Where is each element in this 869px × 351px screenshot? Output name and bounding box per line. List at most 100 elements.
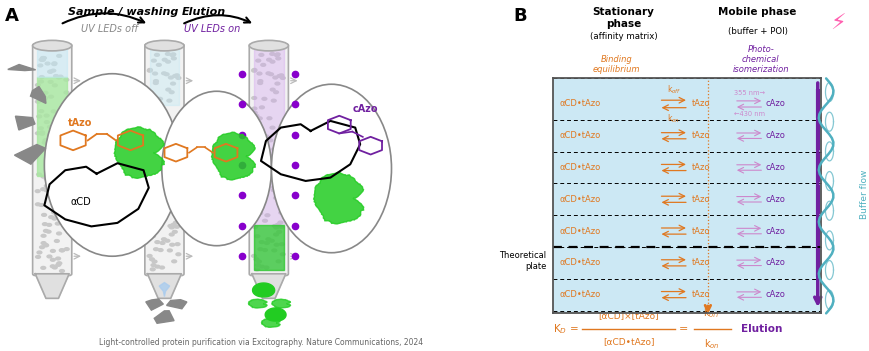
Circle shape — [255, 259, 262, 264]
Circle shape — [62, 132, 68, 136]
Text: tAzo: tAzo — [692, 99, 710, 108]
Circle shape — [256, 211, 263, 215]
Circle shape — [165, 126, 171, 130]
Circle shape — [148, 138, 154, 142]
Text: Photo-
chemical
isomerization: Photo- chemical isomerization — [732, 45, 788, 74]
Text: αCD•tAzo: αCD•tAzo — [560, 226, 600, 236]
Circle shape — [63, 125, 69, 130]
Polygon shape — [30, 86, 46, 104]
Polygon shape — [8, 65, 36, 71]
Circle shape — [47, 69, 53, 74]
Circle shape — [57, 151, 64, 155]
Circle shape — [279, 252, 286, 256]
Circle shape — [43, 91, 49, 95]
Circle shape — [260, 149, 266, 153]
Circle shape — [168, 167, 174, 171]
Circle shape — [155, 142, 162, 146]
Circle shape — [258, 176, 265, 180]
Circle shape — [270, 188, 276, 192]
Circle shape — [152, 188, 159, 192]
Circle shape — [273, 232, 279, 237]
Circle shape — [165, 159, 171, 163]
Text: (affinity matrix): (affinity matrix) — [589, 32, 657, 41]
Circle shape — [53, 74, 59, 78]
Circle shape — [50, 177, 56, 181]
Circle shape — [56, 46, 62, 50]
Circle shape — [278, 127, 284, 131]
Circle shape — [168, 187, 174, 191]
Circle shape — [56, 200, 62, 204]
Text: k$_{on}$: k$_{on}$ — [704, 337, 720, 351]
Circle shape — [45, 166, 51, 170]
Circle shape — [44, 61, 50, 66]
Circle shape — [40, 266, 46, 270]
Circle shape — [252, 138, 258, 142]
Circle shape — [51, 83, 58, 87]
Circle shape — [157, 248, 163, 252]
Circle shape — [57, 220, 64, 224]
Circle shape — [162, 58, 168, 62]
Circle shape — [152, 211, 159, 215]
Circle shape — [253, 114, 259, 118]
Circle shape — [150, 149, 156, 153]
Circle shape — [40, 241, 47, 245]
Circle shape — [48, 215, 54, 219]
Circle shape — [169, 170, 176, 174]
Circle shape — [270, 185, 277, 189]
Circle shape — [250, 254, 257, 258]
Circle shape — [251, 68, 257, 72]
Circle shape — [35, 83, 41, 87]
Circle shape — [262, 248, 268, 252]
Circle shape — [153, 155, 159, 160]
Circle shape — [58, 112, 64, 116]
Circle shape — [159, 265, 165, 270]
Circle shape — [156, 201, 162, 206]
Circle shape — [147, 158, 153, 162]
Polygon shape — [271, 299, 290, 308]
Circle shape — [169, 164, 176, 168]
Circle shape — [45, 230, 51, 234]
Circle shape — [159, 155, 165, 159]
Circle shape — [46, 254, 52, 259]
Text: αCD•tAzo: αCD•tAzo — [560, 195, 600, 204]
Circle shape — [47, 125, 53, 129]
Polygon shape — [211, 132, 255, 180]
Circle shape — [55, 263, 62, 267]
Circle shape — [251, 158, 257, 162]
Circle shape — [269, 239, 275, 243]
Circle shape — [56, 75, 62, 80]
Circle shape — [50, 137, 56, 141]
Circle shape — [159, 158, 165, 162]
Circle shape — [52, 141, 58, 146]
Circle shape — [277, 145, 284, 150]
Circle shape — [167, 248, 173, 252]
FancyBboxPatch shape — [144, 44, 183, 276]
Text: cAzo: cAzo — [765, 258, 785, 267]
Text: K$_D$ =: K$_D$ = — [553, 322, 578, 336]
Circle shape — [266, 116, 272, 120]
Circle shape — [265, 71, 271, 75]
Circle shape — [269, 60, 275, 64]
Circle shape — [50, 68, 56, 73]
Circle shape — [266, 178, 273, 183]
Circle shape — [40, 56, 46, 60]
Circle shape — [259, 151, 265, 155]
Text: Sample / washing: Sample / washing — [68, 7, 178, 17]
Circle shape — [39, 132, 45, 136]
Circle shape — [165, 60, 171, 64]
Circle shape — [271, 224, 278, 228]
Circle shape — [150, 263, 156, 267]
Circle shape — [168, 188, 174, 192]
Circle shape — [43, 229, 49, 233]
Circle shape — [174, 211, 180, 215]
Circle shape — [255, 149, 261, 153]
Circle shape — [258, 53, 264, 57]
Text: Elution: Elution — [182, 7, 226, 17]
Text: αCD: αCD — [70, 197, 91, 207]
Circle shape — [275, 259, 282, 264]
Circle shape — [147, 137, 154, 141]
Circle shape — [156, 97, 163, 101]
Circle shape — [255, 202, 261, 206]
Circle shape — [158, 179, 164, 183]
Circle shape — [147, 106, 153, 111]
